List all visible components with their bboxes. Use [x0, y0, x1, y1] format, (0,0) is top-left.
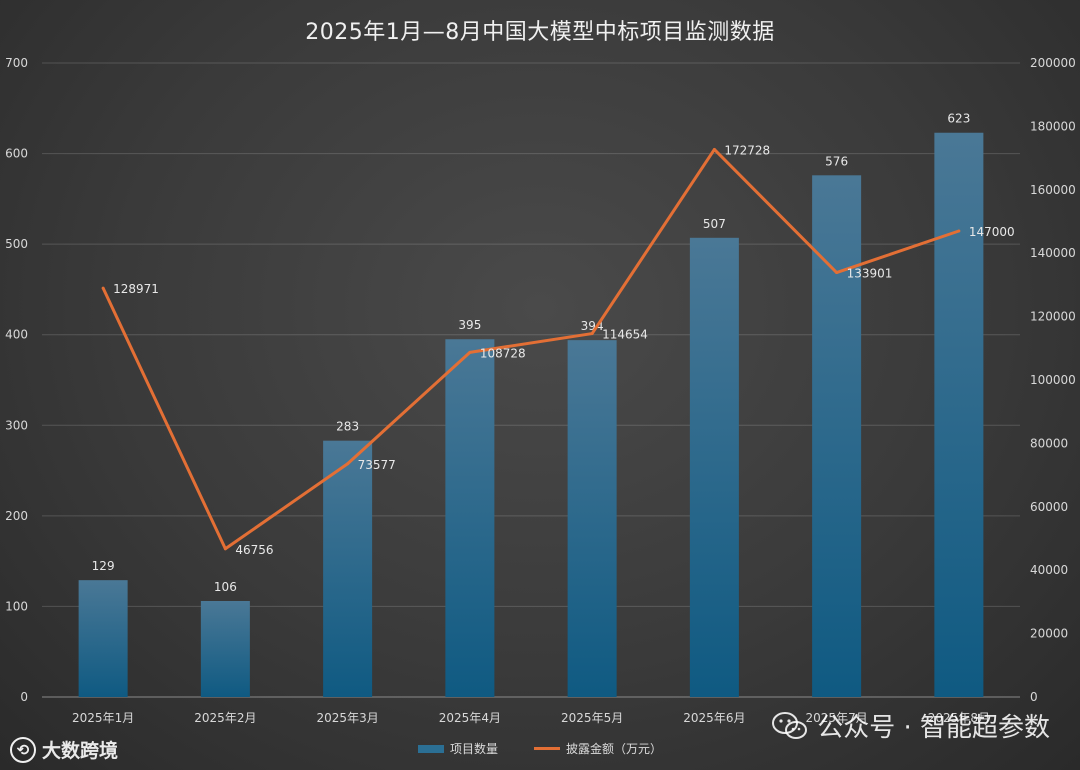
left-axis: 0 100 200 300 400 500 600 700	[5, 56, 28, 704]
x-tick-label: 2025年6月	[683, 711, 745, 725]
line-value-label: 128971	[113, 282, 159, 296]
line-point	[101, 286, 105, 290]
y-right-tick-label: 140000	[1030, 246, 1076, 260]
y-left-tick-label: 400	[5, 328, 28, 342]
x-axis: 2025年1月 2025年2月 2025年3月 2025年4月 2025年5月 2025年…	[72, 711, 990, 725]
bar-value-label: 623	[947, 112, 970, 126]
y-right-tick-label: 0	[1030, 690, 1038, 704]
bar-series	[78, 132, 984, 698]
brand-name: 大数跨境	[42, 740, 119, 762]
line-series	[101, 147, 961, 551]
y-right-tick-label: 100000	[1030, 373, 1076, 387]
line-value-label: 172728	[724, 143, 770, 157]
x-tick-label: 2025年4月	[439, 711, 501, 725]
line-point	[712, 147, 716, 151]
line-value-label: 108728	[480, 346, 526, 360]
y-right-tick-label: 20000	[1030, 627, 1068, 641]
legend: 项目数量 披露金额（万元）	[0, 740, 1080, 757]
bar	[812, 175, 862, 697]
y-right-tick-label: 120000	[1030, 310, 1076, 324]
bar	[689, 237, 739, 697]
y-right-tick-label: 200000	[1030, 56, 1076, 70]
brand-watermark-left: ⟲ 大数跨境	[10, 736, 118, 763]
line-value-labels: 128971 46756 73577 108728 114654 172728 133901…	[113, 143, 1015, 556]
legend-swatch-bar	[417, 744, 444, 753]
y-right-tick-label: 80000	[1030, 436, 1068, 450]
legend-swatch-line	[534, 747, 560, 750]
line-point	[223, 547, 227, 551]
x-tick-label: 2025年7月	[806, 711, 868, 725]
bar	[567, 340, 617, 697]
y-right-tick-label: 40000	[1030, 563, 1068, 577]
y-right-tick-label: 60000	[1030, 500, 1068, 514]
x-tick-label: 2025年2月	[194, 711, 256, 725]
legend-label-count: 项目数量	[449, 742, 498, 756]
line-value-label: 147000	[969, 225, 1015, 239]
legend-label-amount: 披露金额（万元）	[566, 742, 663, 756]
y-left-tick-label: 200	[5, 509, 28, 523]
bar-value-label: 283	[336, 420, 359, 434]
gridlines	[42, 62, 1020, 698]
brand-watermark-right: 公众号 · 智能超参数	[771, 707, 1050, 744]
x-tick-label: 2025年8月	[928, 711, 990, 725]
x-tick-label: 2025年5月	[561, 711, 623, 725]
bar	[200, 600, 250, 697]
brand-logo-icon: ⟲	[10, 736, 36, 763]
y-left-tick-label: 100	[5, 599, 28, 613]
right-axis: 0 20000 40000 60000 80000 100000 120000 140000 1…	[1030, 56, 1076, 704]
y-right-tick-label: 160000	[1030, 183, 1076, 197]
bar	[323, 440, 373, 697]
legend-item-count[interactable]: 项目数量	[417, 740, 498, 757]
bar	[78, 580, 128, 697]
line-value-label: 46756	[235, 543, 273, 557]
bar-value-label: 507	[703, 217, 726, 231]
y-left-tick-label: 700	[5, 56, 28, 70]
line-point	[590, 332, 594, 336]
bar-value-label: 395	[458, 318, 481, 332]
line-point	[835, 271, 839, 275]
y-left-tick-label: 0	[20, 690, 28, 704]
wechat-icon	[772, 711, 808, 739]
line-value-label: 114654	[602, 328, 648, 342]
line-point	[468, 350, 472, 354]
bar-value-label: 576	[825, 154, 848, 168]
line-value-label: 133901	[847, 267, 893, 281]
x-tick-label: 2025年3月	[317, 711, 379, 725]
y-left-tick-label: 600	[5, 147, 28, 161]
legend-item-amount[interactable]: 披露金额（万元）	[534, 740, 662, 757]
x-tick-label: 2025年1月	[72, 711, 134, 725]
y-left-tick-label: 300	[5, 418, 28, 432]
line-point	[346, 462, 350, 466]
y-right-tick-label: 180000	[1030, 119, 1076, 133]
chart-title: 2025年1月—8月中国大模型中标项目监测数据	[305, 20, 775, 45]
bar-value-label: 106	[214, 580, 237, 594]
line-value-label: 73577	[358, 458, 396, 472]
bar-value-label: 129	[92, 559, 115, 573]
y-left-tick-label: 500	[5, 237, 28, 251]
bar	[445, 339, 495, 697]
wechat-account-label: 公众号 · 智能超参数	[817, 713, 1050, 743]
bar	[934, 132, 984, 698]
line-path	[101, 147, 960, 551]
line-point	[957, 229, 961, 233]
